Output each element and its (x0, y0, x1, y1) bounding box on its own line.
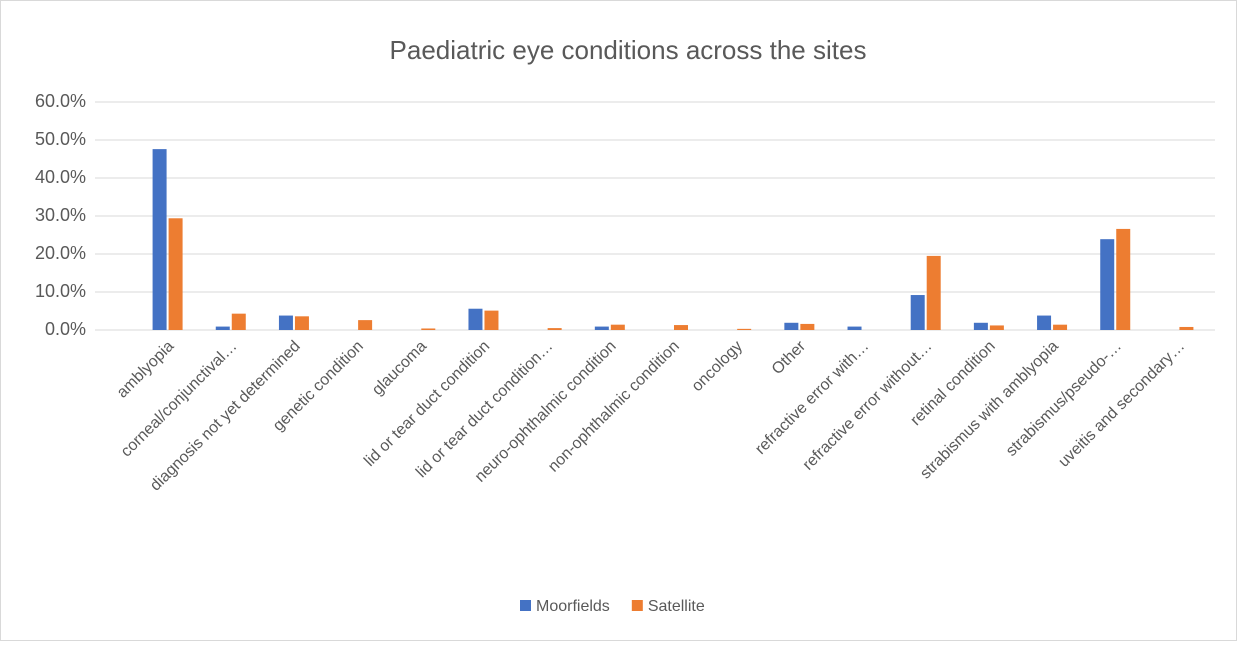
bar (926, 255, 941, 330)
y-tick-label: 60.0% (35, 91, 86, 111)
bar (674, 325, 688, 330)
y-tick-label: 20.0% (35, 243, 86, 263)
bar (547, 328, 562, 330)
bar (594, 326, 609, 330)
legend-swatch (520, 600, 531, 611)
bar (421, 328, 436, 330)
bar (800, 323, 815, 330)
bar (484, 310, 499, 330)
bar (847, 326, 862, 330)
legend-swatch (631, 600, 643, 611)
y-tick-label: 30.0% (35, 205, 86, 225)
bar (215, 326, 230, 330)
bar (610, 324, 625, 330)
y-tick-label: 50.0% (35, 129, 86, 149)
bar (737, 328, 752, 330)
bar (152, 149, 167, 330)
bar (278, 315, 293, 330)
bar (1053, 324, 1068, 330)
y-tick-label: 40.0% (35, 167, 86, 187)
legend-label: Moorfields (536, 598, 610, 615)
bar (1037, 315, 1052, 330)
bar (231, 313, 246, 330)
bar (358, 320, 373, 330)
bar (1179, 326, 1194, 330)
y-tick-label: 10.0% (35, 281, 86, 301)
bar (294, 316, 309, 330)
bar (784, 322, 799, 330)
legend-label: Satellite (648, 598, 705, 615)
bar (910, 295, 925, 330)
bar (168, 218, 183, 330)
y-tick-label: 0.0% (45, 319, 86, 339)
bar (1116, 228, 1131, 330)
bar (468, 308, 483, 330)
bar (1100, 239, 1115, 330)
bar (973, 322, 988, 330)
chart-title: Paediatric eye conditions across the sit… (390, 35, 867, 65)
bar (989, 325, 1004, 330)
